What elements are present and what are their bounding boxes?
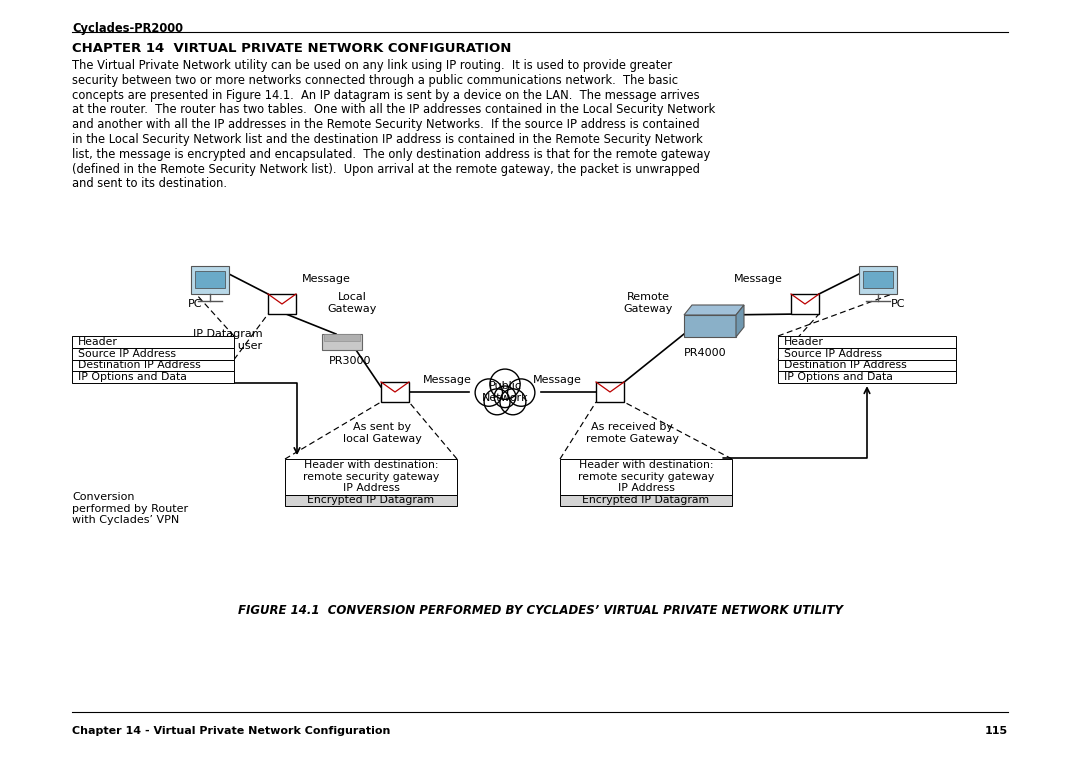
Bar <box>561 494 732 507</box>
Text: Chapter 14 - Virtual Private Network Configuration: Chapter 14 - Virtual Private Network Con… <box>72 726 390 736</box>
Text: PR4000: PR4000 <box>684 348 727 358</box>
Text: Message: Message <box>302 274 351 284</box>
Circle shape <box>475 379 502 406</box>
Text: Destination IP Address: Destination IP Address <box>78 361 201 371</box>
Text: IP Options and Data: IP Options and Data <box>784 372 893 382</box>
Text: Header with destination:
remote security gateway
IP Address: Header with destination: remote security… <box>578 460 714 494</box>
Text: PR3000: PR3000 <box>328 356 372 366</box>
Text: Cyclades-PR2000: Cyclades-PR2000 <box>72 22 183 35</box>
Bar <box>863 271 893 288</box>
Bar <box>285 459 457 494</box>
Text: Header: Header <box>78 337 118 347</box>
Text: As received by
remote Gateway: As received by remote Gateway <box>585 422 678 444</box>
Bar <box>322 334 362 350</box>
Text: at the router.  The router has two tables.  One with all the IP addresses contai: at the router. The router has two tables… <box>72 103 715 116</box>
Text: Destination IP Address: Destination IP Address <box>784 361 907 371</box>
Text: As sent by
local Gateway: As sent by local Gateway <box>342 422 421 444</box>
Bar <box>285 494 457 507</box>
Text: The Virtual Private Network utility can be used on any link using IP routing.  I: The Virtual Private Network utility can … <box>72 59 672 72</box>
Bar <box>72 360 234 371</box>
Bar <box>195 271 225 288</box>
Text: and sent to its destination.: and sent to its destination. <box>72 177 227 190</box>
Text: and another with all the IP addresses in the Remote Security Networks.  If the s: and another with all the IP addresses in… <box>72 118 700 131</box>
Bar <box>778 348 956 360</box>
Text: PC: PC <box>188 299 202 309</box>
Text: CHAPTER 14  VIRTUAL PRIVATE NETWORK CONFIGURATION: CHAPTER 14 VIRTUAL PRIVATE NETWORK CONFI… <box>72 42 511 55</box>
Text: Message: Message <box>423 375 472 385</box>
Text: Header: Header <box>784 337 824 347</box>
Bar <box>859 266 897 294</box>
Bar <box>791 294 819 314</box>
Bar <box>596 382 624 402</box>
Bar <box>778 360 956 371</box>
Bar <box>778 371 956 384</box>
Circle shape <box>508 379 535 406</box>
Bar <box>561 459 732 494</box>
Text: Source IP Address: Source IP Address <box>78 348 176 359</box>
Text: concepts are presented in Figure 14.1.  An IP datagram is sent by a device on th: concepts are presented in Figure 14.1. A… <box>72 89 700 102</box>
Circle shape <box>484 389 510 415</box>
Circle shape <box>500 389 526 415</box>
Text: Public
Network: Public Network <box>482 381 528 403</box>
Text: Source IP Address: Source IP Address <box>784 348 882 359</box>
Circle shape <box>490 369 521 400</box>
Text: PC: PC <box>891 299 905 309</box>
Bar <box>72 348 234 360</box>
Circle shape <box>495 386 516 408</box>
Text: security between two or more networks connected through a public communications : security between two or more networks co… <box>72 74 678 87</box>
Text: 115: 115 <box>985 726 1008 736</box>
Polygon shape <box>735 305 744 337</box>
Polygon shape <box>684 305 744 315</box>
Bar <box>72 336 234 348</box>
Text: Header with destination:
remote security gateway
IP Address: Header with destination: remote security… <box>302 460 440 494</box>
Text: Encrypted IP Datagram: Encrypted IP Datagram <box>308 495 434 506</box>
Bar <box>684 315 735 337</box>
Bar <box>191 266 229 294</box>
Text: IP Datagram
sent by user: IP Datagram sent by user <box>193 329 262 351</box>
Bar <box>268 294 296 314</box>
Text: list, the message is encrypted and encapsulated.  The only destination address i: list, the message is encrypted and encap… <box>72 147 711 160</box>
Text: FIGURE 14.1  CONVERSION PERFORMED BY CYCLADES’ VIRTUAL PRIVATE NETWORK UTILITY: FIGURE 14.1 CONVERSION PERFORMED BY CYCL… <box>238 604 842 617</box>
Text: IP Options and Data: IP Options and Data <box>78 372 187 382</box>
Text: Message: Message <box>534 375 582 385</box>
Text: Conversion
performed by Router
with Cyclades’ VPN: Conversion performed by Router with Cycl… <box>72 492 188 525</box>
Text: in the Local Security Network list and the destination IP address is contained i: in the Local Security Network list and t… <box>72 133 703 146</box>
Text: Message: Message <box>734 274 783 284</box>
Text: Local
Gateway: Local Gateway <box>327 292 377 313</box>
Bar <box>324 334 360 341</box>
Bar <box>381 382 409 402</box>
Bar <box>778 336 956 348</box>
Bar <box>72 371 234 384</box>
Text: (defined in the Remote Security Network list).  Upon arrival at the remote gatew: (defined in the Remote Security Network … <box>72 163 700 176</box>
Text: Encrypted IP Datagram: Encrypted IP Datagram <box>582 495 710 506</box>
Text: Remote
Gateway: Remote Gateway <box>623 292 673 313</box>
